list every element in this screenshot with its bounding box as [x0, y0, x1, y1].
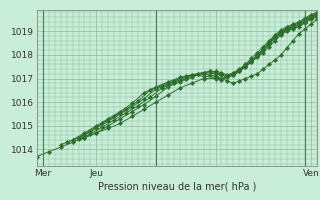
X-axis label: Pression niveau de la mer( hPa ): Pression niveau de la mer( hPa ): [98, 182, 256, 192]
